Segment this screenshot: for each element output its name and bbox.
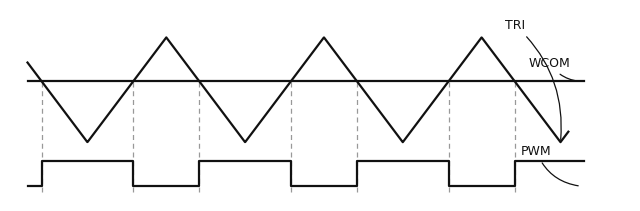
Text: WCOM: WCOM (529, 57, 578, 81)
Text: TRI: TRI (505, 19, 561, 139)
Text: PWM: PWM (521, 145, 578, 186)
